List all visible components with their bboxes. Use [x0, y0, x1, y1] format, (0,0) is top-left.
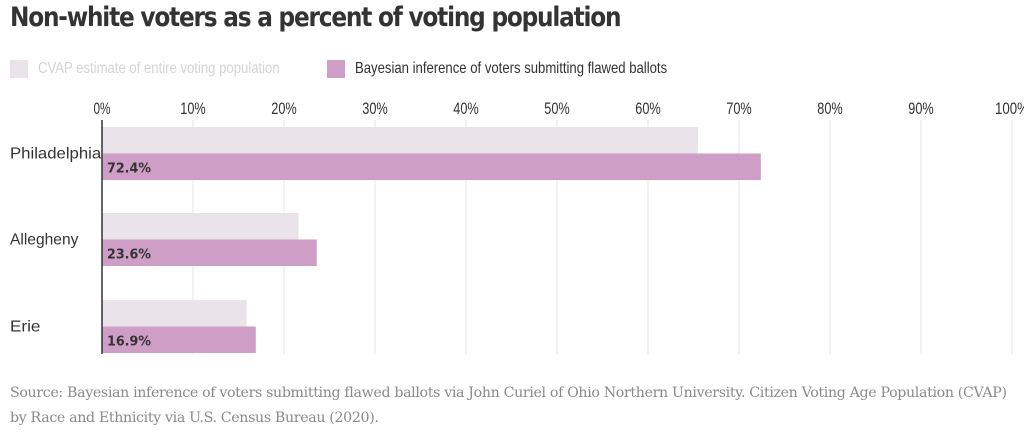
bar-cvap [102, 127, 699, 154]
source-note: Source: Bayesian inference of voters sub… [10, 385, 1007, 426]
bar-cvap [102, 213, 299, 240]
x-tick-label: 30% [362, 99, 388, 118]
x-tick-label: 90% [908, 99, 934, 118]
x-tick-label: 20% [271, 99, 297, 118]
value-labels: 72.4% 23.6% 16.9% [107, 161, 151, 350]
bar-flawed-ballots [102, 326, 256, 353]
x-axis-ticks: 0% 10% 20% 30% 40% 50% 60% 70% 80% 90% 100% [94, 99, 1024, 118]
value-label: 16.9% [107, 334, 151, 350]
x-tick-label: 80% [817, 99, 843, 118]
x-tick-label: 50% [544, 99, 570, 118]
category-label: Philadelphia [10, 146, 101, 163]
chart-title: Non-white voters as a percent of voting … [10, 2, 622, 33]
x-tick-label: 70% [726, 99, 752, 118]
legend-swatch-cvap [10, 60, 28, 78]
legend-item-cvap[interactable]: CVAP estimate of entire voting populatio… [10, 60, 333, 78]
legend-label-cvap: CVAP estimate of entire voting populatio… [38, 60, 280, 77]
bars [102, 127, 761, 353]
x-tick-label: 0% [94, 99, 111, 118]
value-label: 23.6% [107, 247, 151, 263]
legend-item-flawed-ballots[interactable]: Bayesian inference of voters submitting … [327, 60, 736, 78]
x-tick-label: 100% [995, 99, 1024, 118]
bar-flawed-ballots [102, 153, 761, 180]
x-tick-label: 60% [635, 99, 661, 118]
legend-swatch-flawed-ballots [327, 60, 345, 78]
bar-cvap [102, 300, 247, 327]
x-tick-label: 10% [180, 99, 206, 118]
bar-flawed-ballots [102, 239, 317, 266]
value-label: 72.4% [107, 161, 151, 177]
category-labels: Philadelphia Allegheny Erie [10, 146, 101, 336]
category-label: Erie [10, 319, 41, 336]
legend-label-flawed-ballots: Bayesian inference of voters submitting … [355, 60, 668, 77]
bar-chart: 0% 10% 20% 30% 40% 50% 60% 70% 80% 90% 100% Philad… [10, 99, 1024, 354]
category-label: Allegheny [10, 232, 78, 249]
x-tick-label: 40% [453, 99, 479, 118]
